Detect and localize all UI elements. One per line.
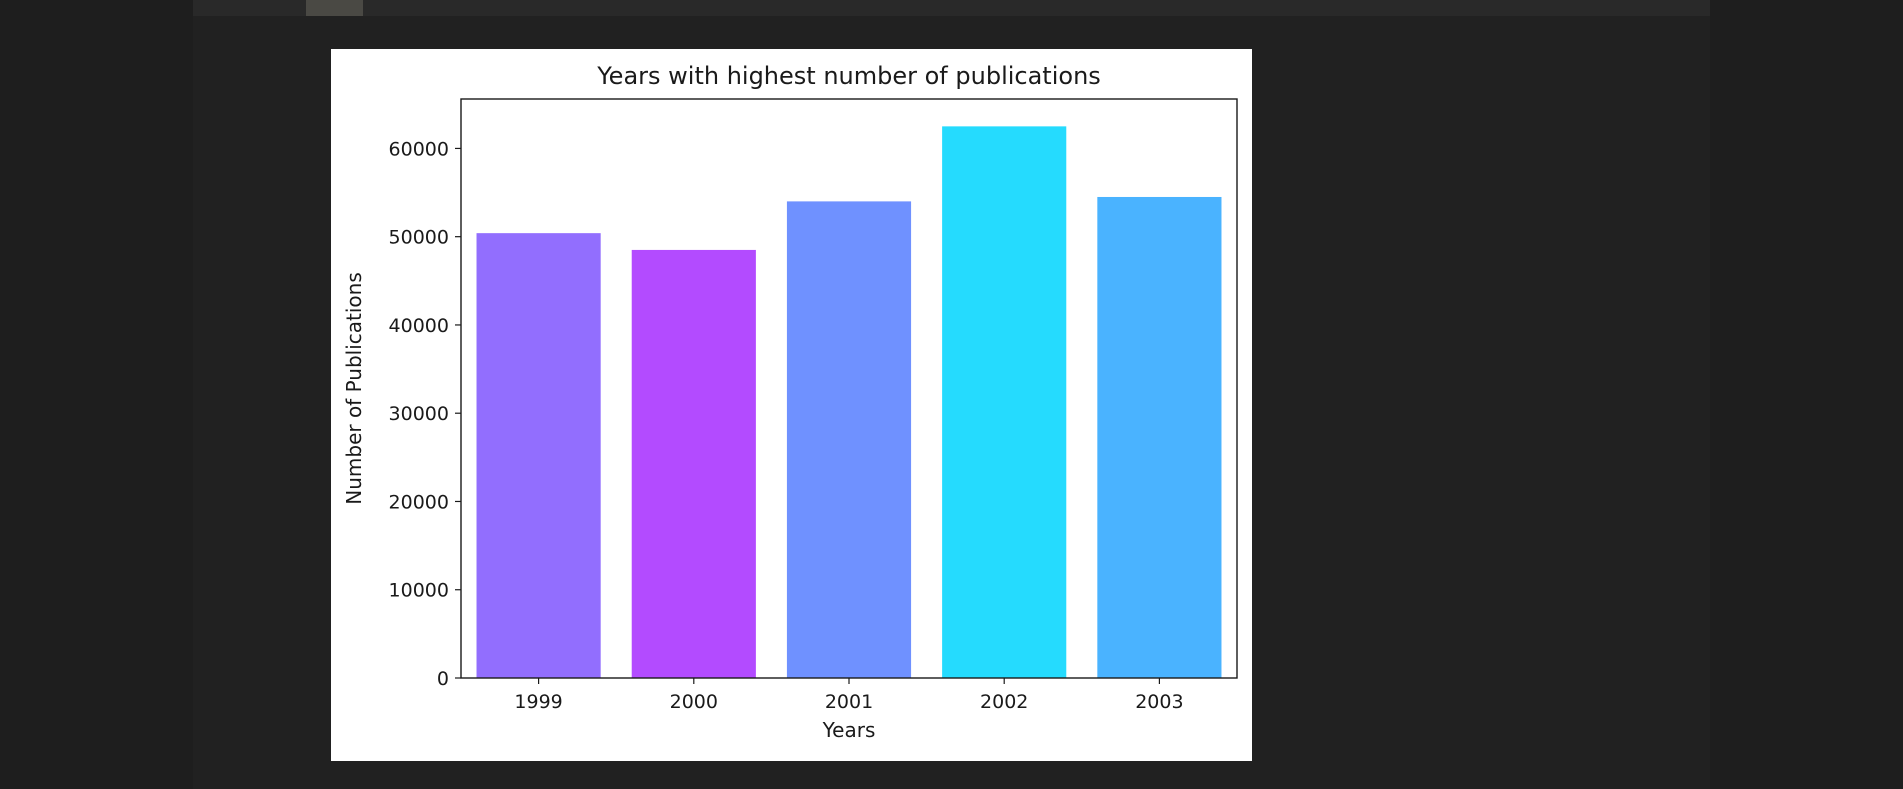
previous-cell-edge: [193, 0, 1710, 16]
bar-2002: [942, 126, 1067, 679]
y-tick-label: 10000: [389, 580, 449, 602]
y-tick-label: 30000: [389, 403, 449, 425]
chart-title: Years with highest number of publication…: [596, 62, 1101, 90]
y-axis-ticks: 0 10000 20000 30000 40000 50000 60000: [389, 138, 461, 690]
bar-2001: [786, 201, 912, 678]
y-tick-label: 40000: [389, 315, 449, 337]
x-tick-label: 2003: [1135, 691, 1183, 713]
bar-1999: [476, 233, 601, 678]
x-tick-label: 2002: [980, 691, 1028, 713]
y-axis-label: Number of Publications: [342, 272, 366, 505]
x-tick-label: 2000: [670, 691, 718, 713]
y-tick-label: 0: [437, 668, 449, 690]
y-tick-label: 50000: [389, 227, 449, 249]
plot-frame: [460, 98, 1238, 679]
bars-group: [476, 126, 1222, 679]
y-tick-label: 60000: [389, 138, 449, 160]
bar-2000: [631, 249, 756, 679]
chart-figure: Years with highest number of publication…: [331, 49, 1252, 761]
bar-chart: Years with highest number of publication…: [342, 62, 1238, 742]
scroll-marker[interactable]: [306, 0, 363, 16]
x-tick-label: 1999: [514, 691, 562, 713]
x-axis-label: Years: [822, 718, 876, 742]
x-axis-ticks: 1999 2000 2001 2002 2003: [514, 678, 1184, 713]
bar-2003: [1097, 196, 1222, 678]
x-tick-label: 2001: [825, 691, 873, 713]
y-tick-label: 20000: [389, 491, 449, 513]
